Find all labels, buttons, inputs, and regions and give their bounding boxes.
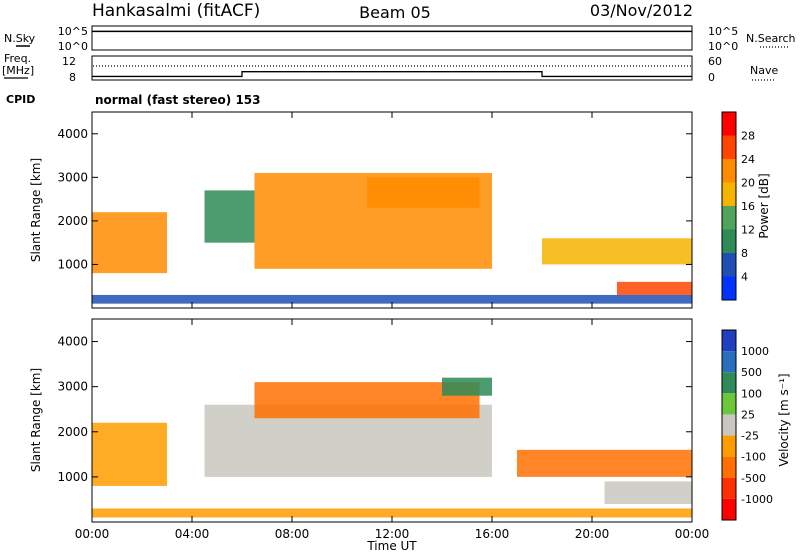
velocity-colorbar-swatch: [722, 456, 736, 478]
nsky-tick-bottom-right: 10^0: [708, 40, 738, 53]
x-tick-label: 12:00: [375, 527, 410, 541]
scatter-region: [367, 177, 480, 208]
power-colorbar-tick: 4: [741, 271, 748, 284]
velocity-colorbar-tick: -1000: [741, 493, 773, 506]
power-colorbar-tick: 20: [741, 177, 755, 190]
velocity-colorbar-swatch: [722, 498, 736, 520]
power-yaxis-ticks: 4000 3000 2000 1000: [57, 127, 692, 271]
velocity-yaxis-ticks: 4000 3000 2000 1000: [57, 335, 692, 484]
velocity-colorbar-swatch: [722, 414, 736, 436]
power-colorbar-swatch: [722, 206, 736, 230]
velocity-colorbar-tick: -25: [741, 430, 759, 443]
y-tick-label: 3000: [57, 380, 88, 394]
scatter-region: [92, 294, 692, 304]
freq-tick-bottom: 8: [69, 71, 76, 84]
power-colorbar-swatch: [722, 229, 736, 253]
power-colorbar-swatch: [722, 276, 736, 300]
x-tick-label: 16:00: [475, 527, 510, 541]
x-tick-label: 08:00: [275, 527, 310, 541]
x-tick-label: 04:00: [175, 527, 210, 541]
velocity-colorbar-swatch: [722, 435, 736, 457]
x-tick-label: 00:00: [675, 527, 710, 541]
scatter-region: [517, 449, 692, 477]
velocity-colorbar-tick: 25: [741, 408, 755, 421]
power-colorbar-swatch: [722, 135, 736, 159]
y-tick-label: 3000: [57, 170, 88, 184]
scatter-region: [92, 422, 167, 486]
y-tick-label: 1000: [57, 257, 88, 271]
velocity-colorbar-tick: -500: [741, 472, 766, 485]
x-axis-label: Time UT: [366, 539, 417, 553]
velocity-colorbar-tick: -100: [741, 451, 766, 464]
y-tick-label: 2000: [57, 425, 88, 439]
nsky-label: N.Sky: [4, 32, 36, 45]
scatter-region: [92, 508, 692, 518]
scatter-region: [604, 481, 692, 504]
velocity-colorbar-swatch: [722, 351, 736, 373]
power-colorbar-frame: [721, 111, 737, 301]
power-colorbar-swatch: [722, 182, 736, 206]
power-colorbar-tick: 8: [741, 247, 748, 260]
scatter-region: [204, 190, 255, 243]
y-tick-label: 4000: [57, 335, 88, 349]
velocity-heatmap: [92, 377, 692, 518]
beam-title: Beam 05: [359, 3, 431, 22]
power-colorbar-tick: 12: [741, 224, 755, 237]
scatter-region: [617, 281, 692, 295]
cpid-label: CPID: [6, 93, 35, 106]
freq-unit-label: [MHz]: [2, 64, 34, 77]
power-ylabel: Slant Range [km]: [29, 158, 43, 262]
nsky-tick-bottom-left: 10^0: [58, 40, 88, 53]
scatter-region: [542, 238, 692, 265]
nsearch-label: N.Search: [746, 32, 796, 45]
power-colorbar-tick: 28: [741, 130, 755, 143]
power-colorbar-tick: 16: [741, 200, 755, 213]
y-tick-label: 2000: [57, 214, 88, 228]
nsky-panel-frame: [91, 25, 693, 51]
nave-label: Nave: [750, 64, 778, 77]
freq-label: Freq.: [4, 52, 31, 65]
nave-tick-bottom: 0: [708, 71, 715, 84]
y-tick-label: 1000: [57, 470, 88, 484]
freq-tick-top: 12: [62, 55, 76, 68]
velocity-colorbar: 1000 500 100 25 -25 -100 -500 -1000: [721, 329, 773, 521]
velocity-colorbar-tick: 500: [741, 366, 762, 379]
velocity-colorbar-swatch: [722, 477, 736, 499]
velocity-colorbar-tick: 1000: [741, 345, 769, 358]
power-colorbar-swatch: [722, 112, 736, 136]
power-colorbar-label: Power [dB]: [757, 173, 771, 238]
x-tick-label: 00:00: [75, 527, 110, 541]
power-colorbar-swatch: [722, 159, 736, 183]
scatter-region: [442, 377, 492, 396]
date-title: 03/Nov/2012: [590, 1, 693, 20]
velocity-colorbar-swatch: [722, 393, 736, 415]
station-title: Hankasalmi (fitACF): [92, 1, 260, 21]
velocity-colorbar-swatch: [722, 372, 736, 394]
freq-panel-frame: [91, 55, 693, 81]
velocity-colorbar-frame: [721, 329, 737, 521]
velocity-ylabel: Slant Range [km]: [29, 368, 43, 472]
velocity-colorbar-swatch: [722, 330, 736, 352]
nave-tick-top: 60: [708, 55, 722, 68]
power-colorbar: 28 24 20 16 12 8 4: [721, 111, 755, 301]
scatter-region: [92, 212, 167, 274]
power-heatmap: [92, 172, 692, 304]
x-tick-label: 20:00: [575, 527, 610, 541]
power-colorbar-tick: 24: [741, 153, 755, 166]
cpid-text: normal (fast stereo) 153: [95, 93, 261, 107]
velocity-colorbar-tick: 100: [741, 387, 762, 400]
nsky-tick-top-left: 10^5: [58, 25, 88, 38]
velocity-colorbar-label: Velocity [m s⁻¹]: [777, 373, 791, 466]
y-tick-label: 4000: [57, 127, 88, 141]
nsky-tick-top-right: 10^5: [708, 25, 738, 38]
x-axis-ticks: 00:00 04:00 08:00 12:00 16:00 20:00 00:00: [75, 112, 710, 541]
power-colorbar-swatch: [722, 253, 736, 277]
nave-series-line: [92, 71, 692, 78]
